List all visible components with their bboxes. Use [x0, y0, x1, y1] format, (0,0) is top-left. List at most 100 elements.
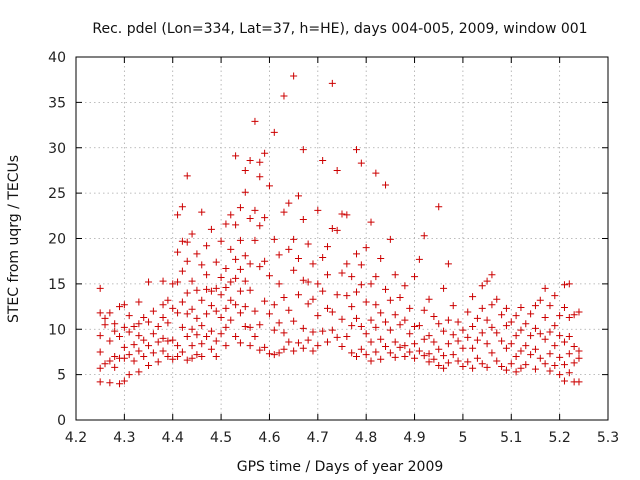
data-point-marker: [483, 316, 491, 324]
data-point-marker: [261, 257, 269, 265]
data-point-marker: [96, 364, 104, 372]
data-point-marker: [207, 345, 215, 353]
y-tick-label: 20: [48, 232, 66, 248]
data-point-marker: [265, 272, 273, 280]
data-point-marker: [541, 360, 549, 368]
data-point-marker: [353, 250, 361, 258]
data-point-marker: [575, 378, 583, 386]
data-point-marker: [440, 352, 448, 360]
data-point-marker: [459, 344, 467, 352]
data-point-marker: [217, 330, 225, 338]
data-point-marker: [125, 371, 133, 379]
data-point-marker: [178, 348, 186, 356]
data-point-marker: [314, 342, 322, 350]
data-point-marker: [290, 266, 298, 274]
data-point-marker: [435, 345, 443, 353]
data-point-marker: [246, 215, 254, 223]
data-point-marker: [382, 285, 390, 293]
data-point-marker: [111, 352, 119, 360]
data-point-marker: [377, 355, 385, 363]
data-point-marker: [323, 304, 331, 312]
data-point-marker: [531, 302, 539, 310]
data-point-marker: [169, 280, 177, 288]
data-point-marker: [198, 322, 206, 330]
data-point-marker: [502, 344, 510, 352]
data-point-marker: [270, 351, 278, 359]
data-point-marker: [149, 330, 157, 338]
data-point-marker: [96, 378, 104, 386]
data-point-marker: [203, 310, 211, 318]
data-point-marker: [314, 280, 322, 288]
data-point-marker: [362, 298, 370, 306]
data-point-marker: [149, 349, 157, 357]
data-point-marker: [444, 340, 452, 348]
data-point-marker: [217, 291, 225, 299]
data-point-marker: [183, 172, 191, 180]
data-point-marker: [319, 287, 327, 295]
data-point-marker: [546, 350, 554, 358]
data-point-marker: [169, 336, 177, 344]
data-point-marker: [227, 296, 235, 304]
data-point-marker: [556, 312, 564, 320]
data-point-marker: [357, 345, 365, 353]
data-point-marker: [536, 330, 544, 338]
data-point-marker: [193, 250, 201, 258]
data-point-marker: [348, 303, 356, 311]
data-point-marker: [527, 310, 535, 318]
x-tick-label: 4.4: [162, 430, 184, 446]
data-point-marker: [565, 350, 573, 358]
data-point-marker: [328, 79, 336, 87]
data-point-marker: [246, 156, 254, 164]
data-point-marker: [309, 260, 317, 268]
data-point-marker: [469, 364, 477, 372]
data-point-marker: [178, 267, 186, 275]
data-point-marker: [174, 309, 182, 317]
data-point-marker: [473, 336, 481, 344]
data-point-marker: [411, 273, 419, 281]
data-point-marker: [178, 298, 186, 306]
y-tick-label: 10: [48, 322, 66, 338]
data-point-marker: [425, 358, 433, 366]
x-tick-label: 4.5: [210, 430, 232, 446]
data-point-marker: [246, 323, 254, 331]
data-point-marker: [372, 348, 380, 356]
data-point-marker: [294, 339, 302, 347]
data-point-marker: [391, 311, 399, 319]
data-point-marker: [531, 365, 539, 373]
x-tick-label: 5: [458, 430, 467, 446]
data-point-marker: [275, 319, 283, 327]
data-point-marker: [241, 252, 249, 260]
data-point-marker: [193, 351, 201, 359]
data-point-marker: [174, 211, 182, 219]
data-point-marker: [507, 360, 515, 368]
data-point-marker: [454, 318, 462, 326]
data-point-marker: [125, 328, 133, 336]
data-point-marker: [512, 352, 520, 360]
data-point-marker: [193, 331, 201, 339]
data-point-marker: [382, 181, 390, 189]
data-point-marker: [314, 312, 322, 320]
data-point-marker: [415, 347, 423, 355]
data-point-marker: [469, 293, 477, 301]
data-point-marker: [164, 352, 172, 360]
x-tick-label: 5.2: [549, 430, 571, 446]
data-point-marker: [372, 301, 380, 309]
data-point-marker: [120, 343, 128, 351]
data-point-marker: [246, 286, 254, 294]
data-point-marker: [483, 277, 491, 285]
data-point-marker: [415, 255, 423, 263]
data-point-marker: [372, 169, 380, 177]
data-point-marker: [372, 323, 380, 331]
data-point-marker: [193, 286, 201, 294]
data-point-marker: [236, 236, 244, 244]
data-point-marker: [536, 296, 544, 304]
data-point-marker: [188, 354, 196, 362]
data-point-marker: [280, 208, 288, 216]
data-point-marker: [261, 343, 269, 351]
data-point-marker: [120, 323, 128, 331]
data-point-marker: [140, 352, 148, 360]
data-point-marker: [343, 260, 351, 268]
data-point-marker: [174, 278, 182, 286]
data-point-marker: [299, 324, 307, 332]
